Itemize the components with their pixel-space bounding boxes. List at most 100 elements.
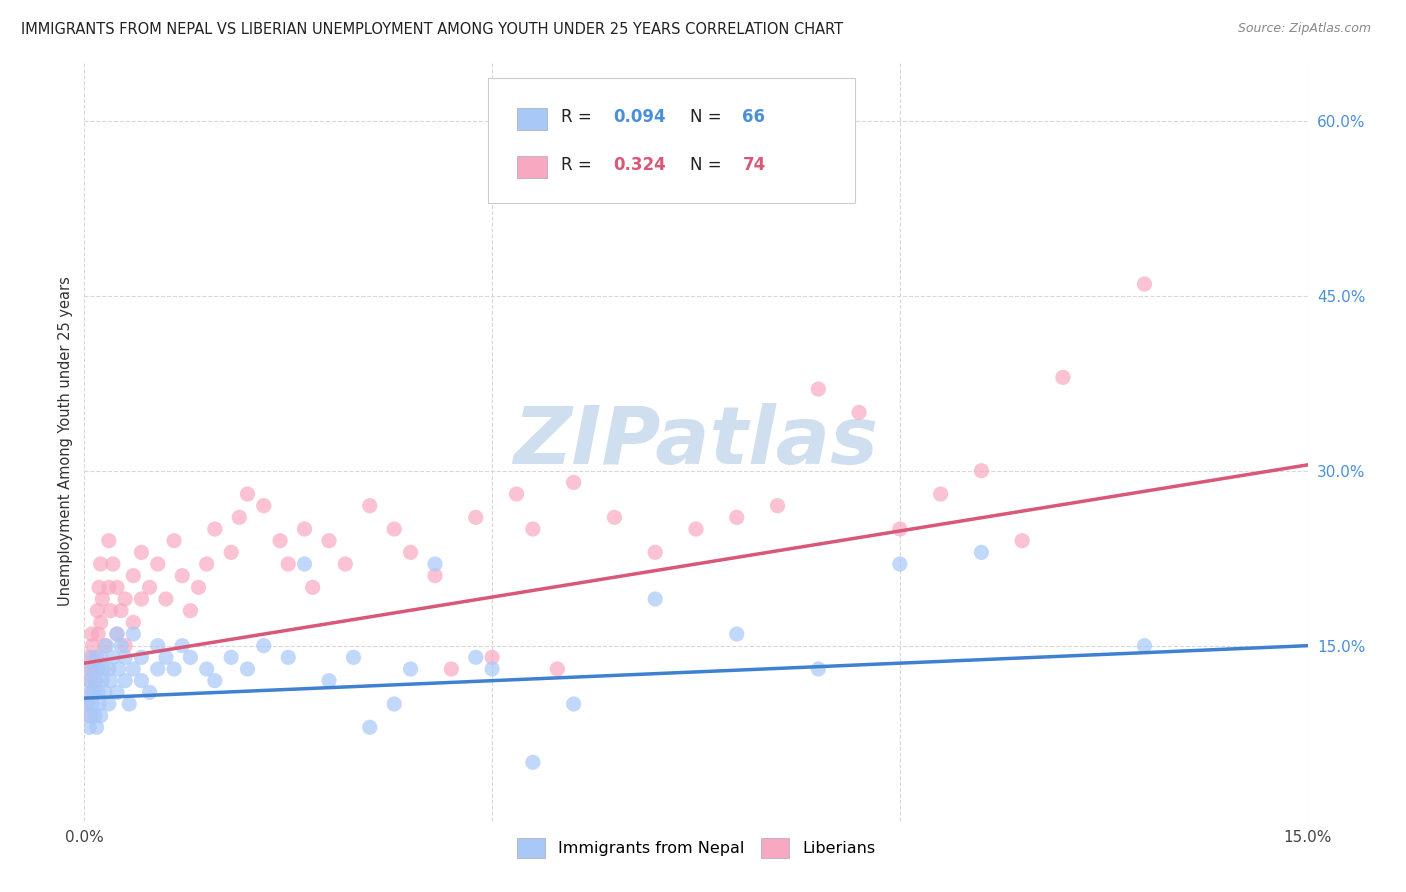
- Point: [399, 545, 422, 559]
- Point: [269, 533, 291, 548]
- Point: [131, 592, 153, 607]
- Point: [382, 522, 405, 536]
- Point: [236, 662, 259, 676]
- Point: [423, 568, 446, 582]
- Point: [766, 499, 789, 513]
- Point: [96, 639, 118, 653]
- Point: [253, 499, 276, 513]
- Point: [481, 662, 503, 676]
- Point: [82, 685, 104, 699]
- Point: [86, 662, 108, 676]
- Point: [155, 650, 177, 665]
- Point: [118, 697, 141, 711]
- Point: [187, 580, 209, 594]
- Point: [195, 662, 218, 676]
- Point: [335, 557, 357, 571]
- Point: [105, 580, 128, 594]
- Point: [1133, 277, 1156, 291]
- Point: [179, 650, 201, 665]
- Point: [522, 756, 544, 770]
- Point: [464, 650, 486, 665]
- Point: [93, 685, 115, 699]
- Point: [90, 557, 112, 571]
- Point: [1133, 639, 1156, 653]
- Text: 0.324: 0.324: [613, 156, 665, 174]
- Point: [644, 545, 666, 559]
- Point: [97, 580, 120, 594]
- Point: [114, 673, 136, 688]
- Point: [90, 615, 112, 630]
- Point: [603, 510, 626, 524]
- Point: [359, 720, 381, 734]
- Point: [101, 650, 124, 665]
- Point: [100, 604, 122, 618]
- Point: [342, 650, 364, 665]
- Text: 0.094: 0.094: [613, 108, 665, 126]
- Point: [277, 650, 299, 665]
- Point: [195, 557, 218, 571]
- Point: [77, 720, 100, 734]
- FancyBboxPatch shape: [517, 109, 547, 130]
- Point: [131, 673, 153, 688]
- Point: [146, 557, 169, 571]
- Legend: Immigrants from Nepal, Liberians: Immigrants from Nepal, Liberians: [509, 830, 883, 866]
- Point: [77, 673, 100, 688]
- Point: [97, 697, 120, 711]
- Point: [107, 662, 129, 676]
- Point: [277, 557, 299, 571]
- Point: [163, 662, 186, 676]
- Point: [146, 639, 169, 653]
- Point: [84, 708, 107, 723]
- Point: [84, 673, 107, 688]
- Point: [79, 708, 101, 723]
- Point: [87, 697, 110, 711]
- Point: [86, 604, 108, 618]
- Point: [253, 639, 276, 653]
- Point: [87, 627, 110, 641]
- Point: [294, 522, 316, 536]
- Text: N =: N =: [690, 108, 727, 126]
- Point: [970, 464, 993, 478]
- Point: [807, 662, 830, 676]
- Point: [131, 650, 153, 665]
- Point: [179, 604, 201, 618]
- Point: [86, 650, 108, 665]
- Text: R =: R =: [561, 108, 598, 126]
- Point: [889, 522, 911, 536]
- Point: [83, 662, 105, 676]
- Point: [236, 487, 259, 501]
- Point: [685, 522, 707, 536]
- Point: [505, 487, 527, 501]
- Point: [87, 580, 110, 594]
- FancyBboxPatch shape: [517, 156, 547, 178]
- Point: [204, 673, 226, 688]
- Point: [80, 662, 103, 676]
- Point: [87, 685, 110, 699]
- Text: IMMIGRANTS FROM NEPAL VS LIBERIAN UNEMPLOYMENT AMONG YOUTH UNDER 25 YEARS CORREL: IMMIGRANTS FROM NEPAL VS LIBERIAN UNEMPL…: [21, 22, 844, 37]
- Point: [105, 685, 128, 699]
- Point: [82, 650, 104, 665]
- Point: [301, 580, 323, 594]
- Point: [84, 673, 107, 688]
- Point: [105, 627, 128, 641]
- Point: [114, 592, 136, 607]
- Point: [522, 522, 544, 536]
- Point: [90, 708, 112, 723]
- Point: [101, 557, 124, 571]
- Point: [80, 627, 103, 641]
- Point: [1052, 370, 1074, 384]
- Text: 66: 66: [742, 108, 765, 126]
- Point: [93, 639, 115, 653]
- Text: N =: N =: [690, 156, 727, 174]
- Text: ZIPatlas: ZIPatlas: [513, 402, 879, 481]
- Text: 74: 74: [742, 156, 766, 174]
- Point: [228, 510, 250, 524]
- Point: [131, 545, 153, 559]
- Point: [76, 697, 98, 711]
- Point: [77, 650, 100, 665]
- Point: [91, 662, 114, 676]
- Point: [155, 592, 177, 607]
- Point: [114, 639, 136, 653]
- FancyBboxPatch shape: [488, 78, 855, 202]
- Point: [204, 522, 226, 536]
